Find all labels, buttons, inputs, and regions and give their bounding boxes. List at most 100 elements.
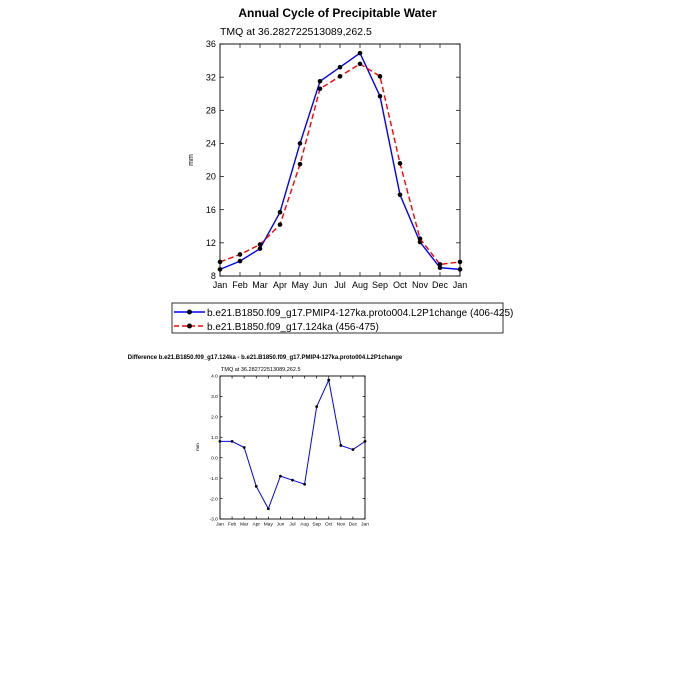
x-tick-label: Jan — [216, 521, 224, 527]
series-1-point — [315, 405, 319, 409]
legend-frame — [171, 302, 504, 334]
series-2-point — [377, 74, 383, 79]
x-tick-label: Mar — [252, 280, 268, 290]
series-2-point — [397, 161, 403, 166]
plot-frame — [219, 43, 461, 277]
series-1-point — [297, 141, 303, 146]
chart1-subtitle: TMQ at 36.282722513089,262.5 — [220, 26, 372, 38]
x-tick-label: Sep — [372, 280, 388, 290]
series-1-point — [237, 258, 243, 264]
series-1-point — [257, 246, 263, 251]
series-1-point — [230, 439, 234, 443]
x-tick-label: Sep — [312, 521, 321, 527]
series-2-point — [357, 61, 363, 67]
y-tick-label: 0.0 — [211, 455, 218, 461]
chart-difference: Difference b.e21.B1850.f09_g17.124ka - b… — [128, 355, 403, 527]
series-line-1 — [220, 378, 366, 511]
x-tick-label: Oct — [325, 521, 333, 527]
x-tick-label: Jun — [277, 521, 285, 527]
x-tick-label: Oct — [393, 280, 408, 290]
x-tick-label: Jan — [361, 521, 369, 527]
series-2-point — [217, 259, 223, 265]
series-2-point — [257, 242, 263, 247]
series-1-point — [303, 482, 306, 486]
y-tick-label: 8 — [211, 271, 216, 281]
legend-label-series-2: b.e21.B1850.f09_g17.124ka (456-475) — [207, 322, 379, 333]
series-line-1 — [219, 52, 461, 271]
series-1-point — [218, 439, 222, 443]
x-tick-label: May — [291, 280, 309, 290]
x-tick-label: Apr — [273, 280, 287, 290]
chart2-title: Difference b.e21.B1850.f09_g17.124ka - b… — [128, 355, 403, 361]
series-1-point — [277, 209, 283, 215]
x-tick-label: Dec — [432, 280, 449, 290]
y-tick-label: 1.0 — [211, 435, 218, 441]
series-2-point — [317, 86, 323, 92]
series-2-point — [437, 262, 443, 267]
x-tick-label: Aug — [352, 280, 368, 290]
series-1-point — [397, 192, 403, 198]
series-1-point — [437, 265, 443, 271]
series-1-point — [254, 484, 258, 488]
x-tick-label: Jan — [213, 280, 228, 290]
series-1-point — [327, 378, 331, 382]
series-1-point — [457, 267, 463, 272]
series-1-point — [317, 78, 323, 84]
y-tick-label: 3.0 — [211, 394, 218, 400]
legend-marker-series-1 — [187, 309, 192, 315]
x-tick-label: Jan — [453, 280, 468, 290]
series-1-point — [279, 474, 282, 478]
x-tick-label: Apr — [253, 521, 261, 527]
chart2-subtitle: TMQ at 36.282722513089,262.5 — [221, 367, 301, 373]
series-line-2 — [219, 63, 461, 266]
chart1-title: Annual Cycle of Precipitable Water — [238, 6, 437, 20]
series-2-point — [337, 74, 343, 79]
y-tick-label: -1.0 — [210, 476, 219, 482]
series-2-point — [297, 161, 303, 167]
series-2-point — [237, 252, 243, 257]
y-tick-label: 36 — [206, 39, 216, 49]
series-1-point — [377, 93, 383, 99]
series-2-point — [417, 236, 423, 242]
x-tick-label: Feb — [232, 280, 248, 290]
x-tick-label: Jul — [289, 521, 295, 527]
chart1-legend: b.e21.B1850.f09_g17.PMIP4-127ka.proto004… — [171, 302, 513, 334]
y-tick-label: 2.0 — [211, 415, 218, 421]
x-tick-label: May — [264, 521, 274, 527]
chart-annual-cycle: Annual Cycle of Precipitable Water TMQ a… — [171, 6, 513, 334]
series-1-point — [357, 50, 363, 56]
chart1-y-axis-label: mm — [188, 154, 195, 166]
series-1-point — [242, 446, 246, 449]
x-tick-label: Nov — [337, 521, 346, 527]
series-2-point — [457, 259, 463, 265]
y-tick-label: 32 — [206, 72, 216, 82]
series-1-point — [351, 448, 355, 451]
series-2-point — [277, 222, 283, 227]
y-tick-label: -3.0 — [210, 517, 219, 523]
x-tick-label: Jul — [334, 280, 346, 290]
series-1-point — [291, 478, 294, 482]
series-1-point — [266, 507, 270, 511]
x-tick-label: Jun — [313, 280, 328, 290]
y-tick-label: 24 — [206, 139, 216, 149]
y-tick-label: -2.0 — [210, 496, 219, 502]
x-tick-label: Aug — [300, 521, 309, 527]
y-tick-label: 28 — [206, 105, 216, 115]
legend-label-series-1: b.e21.B1850.f09_g17.PMIP4-127ka.proto004… — [207, 308, 513, 319]
y-tick-label: 4.0 — [211, 374, 218, 380]
x-tick-label: Feb — [228, 521, 237, 527]
x-tick-label: Dec — [349, 521, 358, 527]
legend-marker-series-2 — [187, 323, 192, 329]
y-tick-label: 16 — [206, 205, 216, 215]
y-tick-label: 20 — [206, 172, 216, 182]
series-1-point — [339, 444, 343, 447]
series-1-point — [363, 439, 367, 443]
x-tick-label: Mar — [240, 521, 249, 527]
x-tick-label: Nov — [412, 280, 429, 290]
series-1-point — [337, 64, 343, 70]
plot-frame — [219, 375, 366, 520]
chart2-y-axis-label: mm — [195, 443, 200, 451]
series-1-point — [217, 267, 223, 272]
y-tick-label: 12 — [206, 238, 216, 248]
